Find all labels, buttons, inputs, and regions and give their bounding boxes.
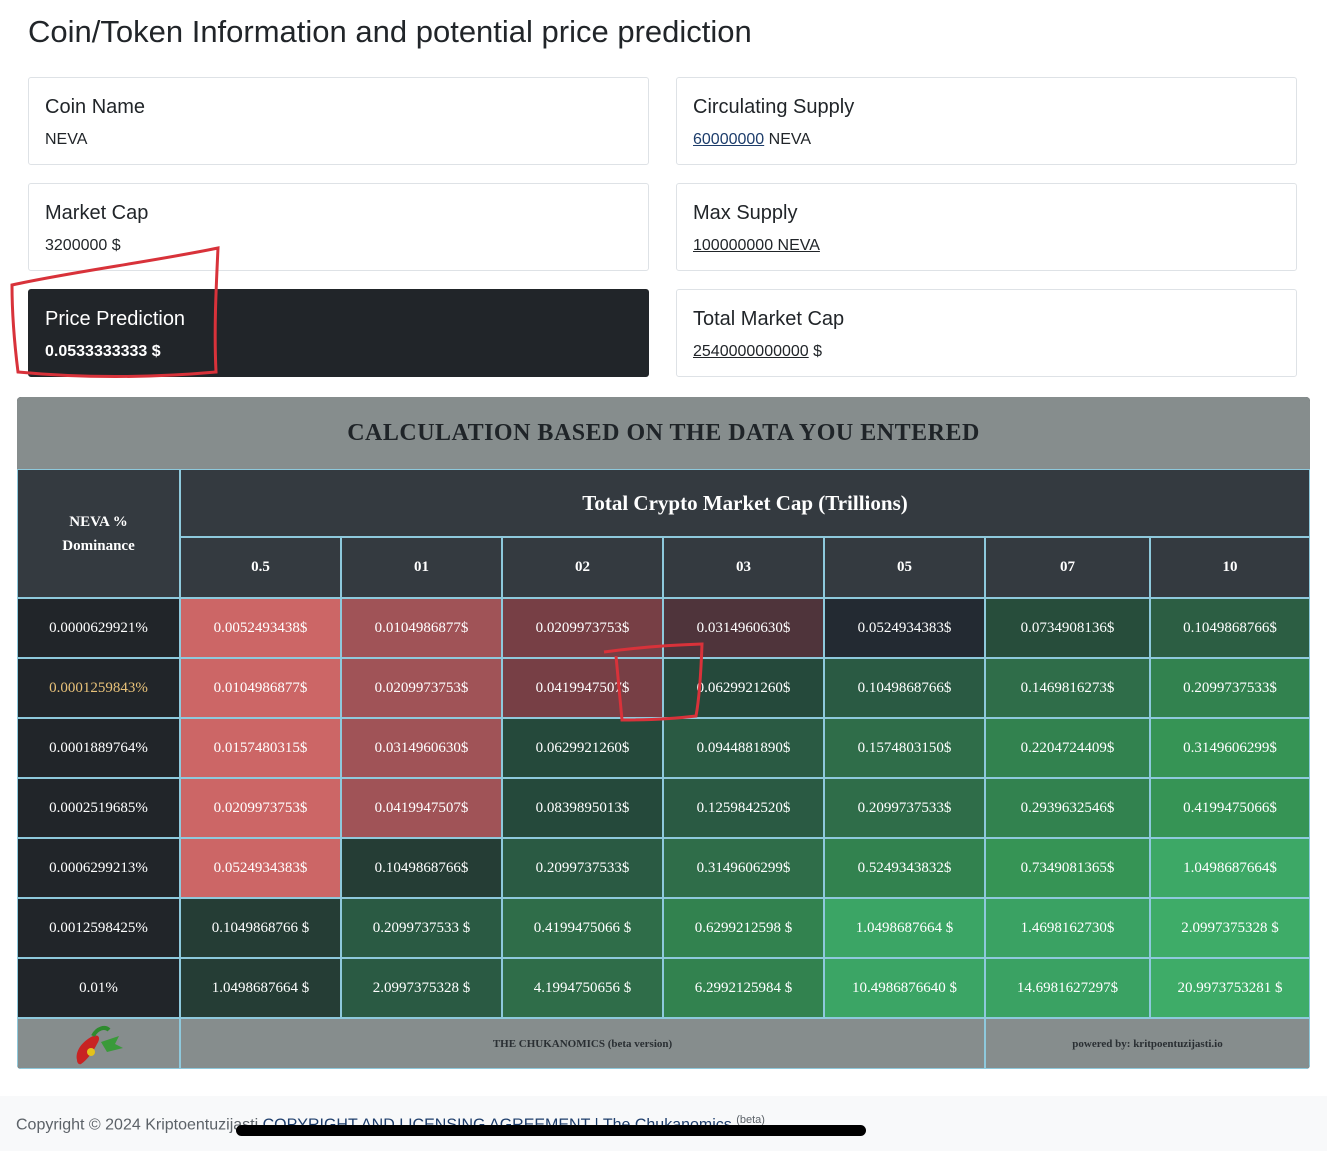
coin-name-value: NEVA: [45, 131, 88, 148]
value-cell: 0.0209973753$: [341, 658, 502, 718]
value-cell: 0.4199475066$: [1150, 778, 1310, 838]
coin-name-card: Coin Name NEVA: [28, 77, 649, 165]
max-supply-card: Max Supply 100000000 NEVA: [676, 183, 1297, 271]
value-cell: 0.7349081365$: [985, 838, 1150, 898]
value-cell: 0.0839895013$: [502, 778, 663, 838]
beta-sup: (beta): [736, 1114, 765, 1126]
column-header: 10: [1150, 537, 1310, 598]
value-cell: 0.2099737533 $: [341, 898, 502, 958]
row-header-dominance: NEVA % Dominance: [17, 469, 180, 598]
value-cell: 0.0314960630$: [341, 718, 502, 778]
value-cell: 0.3149606299$: [663, 838, 824, 898]
value-cell: 0.0629921260$: [663, 658, 824, 718]
chukanomics-logo: [17, 1018, 180, 1069]
dominance-cell: 0.0006299213%: [17, 838, 180, 898]
value-cell: 0.2939632546$: [985, 778, 1150, 838]
home-indicator: [236, 1125, 866, 1136]
value-cell: 0.1049868766 $: [180, 898, 341, 958]
value-cell: 0.1049868766$: [341, 838, 502, 898]
column-header: 07: [985, 537, 1150, 598]
column-header: 05: [824, 537, 985, 598]
market-cap-label: Market Cap: [45, 202, 149, 224]
value-cell: 0.0524934383$: [824, 598, 985, 658]
max-supply-label: Max Supply: [693, 202, 798, 224]
value-cell: 0.6299212598 $: [663, 898, 824, 958]
value-cell: 0.5249343832$: [824, 838, 985, 898]
value-cell: 0.1049868766$: [824, 658, 985, 718]
market-cap-card: Market Cap 3200000 $: [28, 183, 649, 271]
value-cell: 0.0052493438$: [180, 598, 341, 658]
circulating-supply-label: Circulating Supply: [693, 96, 855, 118]
total-market-cap-unit: $: [808, 343, 823, 360]
total-market-cap-value: 2540000000000: [693, 343, 809, 360]
page-title: Coin/Token Information and potential pri…: [28, 14, 752, 49]
value-cell: 0.0944881890$: [663, 718, 824, 778]
dominance-cell: 0.0000629921%: [17, 598, 180, 658]
max-supply-value: 100000000 NEVA: [693, 237, 820, 254]
price-prediction-card: Price Prediction 0.0533333333 $: [28, 289, 649, 377]
value-cell: 0.0209973753$: [180, 778, 341, 838]
value-cell: 0.1259842520$: [663, 778, 824, 838]
value-cell: 2.0997375328 $: [1150, 898, 1310, 958]
coin-name-label: Coin Name: [45, 96, 146, 118]
column-header: 01: [341, 537, 502, 598]
total-market-cap-card: Total Market Cap 2540000000000 $: [676, 289, 1297, 377]
value-cell: 2.0997375328 $: [341, 958, 502, 1018]
value-cell: 20.9973753281 $: [1150, 958, 1310, 1018]
column-header: 0.5: [180, 537, 341, 598]
dominance-cell: 0.0001889764%: [17, 718, 180, 778]
value-cell: 0.2099737533$: [1150, 658, 1310, 718]
value-cell: 0.2099737533$: [502, 838, 663, 898]
value-cell: 4.1994750656 $: [502, 958, 663, 1018]
site-footer: Copyright © 2024 Kriptoentuzijasti COPYR…: [0, 1096, 1327, 1151]
column-header: 03: [663, 537, 824, 598]
price-prediction-label: Price Prediction: [45, 308, 186, 330]
total-market-cap-label: Total Market Cap: [693, 308, 845, 330]
value-cell: 6.2992125984 $: [663, 958, 824, 1018]
circulating-supply-link[interactable]: 60000000: [693, 131, 765, 148]
market-cap-value: 3200000 $: [45, 237, 121, 254]
value-cell: 0.0104986877$: [341, 598, 502, 658]
value-cell: 0.3149606299$: [1150, 718, 1310, 778]
value-cell: 0.1469816273$: [985, 658, 1150, 718]
footer-powered-by: powered by: kritpoentuzijasti.io: [985, 1018, 1310, 1069]
value-cell: 0.0157480315$: [180, 718, 341, 778]
value-cell: 0.0419947507$: [341, 778, 502, 838]
value-cell: 1.0498687664 $: [180, 958, 341, 1018]
dominance-cell: 0.0002519685%: [17, 778, 180, 838]
copyright-text: Copyright © 2024 Kriptoentuzijasti: [16, 1116, 263, 1134]
calculation-table: CALCULATION BASED ON THE DATA YOU ENTERE…: [17, 397, 1310, 1069]
circulating-supply-unit: NEVA: [764, 131, 812, 148]
value-cell: 0.1574803150$: [824, 718, 985, 778]
footer-chukanomics-text: THE CHUKANOMICS (beta version): [180, 1018, 985, 1069]
dominance-cell: 0.01%: [17, 958, 180, 1018]
column-header: 02: [502, 537, 663, 598]
dominance-cell: 0.0012598425%: [17, 898, 180, 958]
value-cell: 0.0629921260$: [502, 718, 663, 778]
value-cell: 0.1049868766$: [1150, 598, 1310, 658]
value-cell: 0.0314960630$: [663, 598, 824, 658]
value-cell: 0.2099737533$: [824, 778, 985, 838]
value-cell: 1.4698162730$: [985, 898, 1150, 958]
chili-logo-icon: [76, 1025, 123, 1064]
value-cell: 0.0734908136$: [985, 598, 1150, 658]
price-prediction-value: 0.0533333333 $: [45, 343, 161, 360]
column-group-header: Total Crypto Market Cap (Trillions): [180, 469, 1310, 537]
dominance-cell: 0.0001259843%: [17, 658, 180, 718]
value-cell: 0.0524934383$: [180, 838, 341, 898]
value-cell: 1.0498687664$: [1150, 838, 1310, 898]
circulating-supply-card: Circulating Supply 60000000 NEVA: [676, 77, 1297, 165]
value-cell: 1.0498687664 $: [824, 898, 985, 958]
calculation-title: CALCULATION BASED ON THE DATA YOU ENTERE…: [17, 397, 1310, 469]
value-cell: 10.4986876640 $: [824, 958, 985, 1018]
value-cell: 0.0209973753$: [502, 598, 663, 658]
value-cell: 14.6981627297$: [985, 958, 1150, 1018]
value-cell: 0.0419947507$: [502, 658, 663, 718]
value-cell: 0.4199475066 $: [502, 898, 663, 958]
value-cell: 0.2204724409$: [985, 718, 1150, 778]
value-cell: 0.0104986877$: [180, 658, 341, 718]
